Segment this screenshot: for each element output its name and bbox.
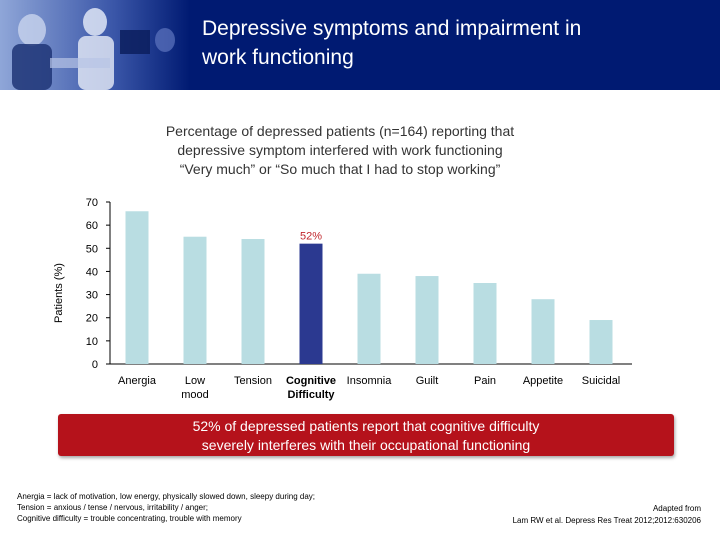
banner-line-1: 52% of depressed patients report that co…	[192, 418, 540, 434]
citation-line-2: Lam RW et al. Depress Res Treat 2012;201…	[512, 516, 701, 525]
y-tick-label: 50	[86, 243, 98, 255]
x-tick-label: Anergia	[118, 375, 157, 387]
header-banner: Depressive symptoms and impairment in wo…	[0, 0, 720, 90]
title-line-1: Depressive symptoms and impairment in	[202, 17, 582, 40]
y-tick-label: 30	[86, 290, 98, 302]
office-photo	[0, 0, 190, 90]
y-axis-title: Patients (%)	[53, 263, 65, 323]
y-tick-label: 0	[92, 359, 98, 371]
y-tick-label: 20	[86, 313, 98, 325]
subtitle-line-1: Percentage of depressed patients (n=164)…	[165, 123, 515, 139]
bar-pain	[473, 283, 497, 364]
bar-appetite	[531, 299, 555, 364]
banner-line-2: severely interferes with their occupatio…	[201, 437, 531, 453]
y-tick-label: 60	[86, 220, 98, 232]
citation: Adapted from Lam RW et al. Depress Res T…	[401, 503, 701, 527]
page-title: Depressive symptoms and impairment in wo…	[202, 14, 702, 72]
bar-suicidal	[589, 320, 613, 364]
y-tick-label: 70	[86, 197, 98, 209]
x-tick-label: Low	[185, 375, 205, 387]
y-tick-label: 40	[86, 266, 98, 278]
citation-line-1: Adapted from	[652, 504, 701, 513]
subtitle-line-3: “Very much” or “So much that I had to st…	[179, 161, 501, 177]
bar-anergia	[125, 211, 149, 364]
x-tick-label: Tension	[234, 375, 272, 387]
x-tick-label: mood	[181, 389, 209, 401]
chart-subtitle: Percentage of depressed patients (n=164)…	[100, 122, 580, 179]
x-tick-label: Cognitive	[286, 375, 336, 387]
bar-chart: 0 10 20 30 40 50 60 70 Patients (%) Anergia Low moo…	[53, 197, 632, 401]
x-tick-label: Pain	[474, 375, 496, 387]
bar-insomnia	[357, 273, 381, 364]
x-tick-label: Difficulty	[287, 389, 335, 401]
x-tick-label: Insomnia	[347, 375, 393, 387]
x-tick-label: Guilt	[416, 375, 439, 387]
footnote-line-3: Cognitive difficulty = trouble concentra…	[17, 514, 242, 523]
bar-low-mood	[183, 236, 207, 364]
y-tick-label: 10	[86, 336, 98, 348]
key-finding-banner: 52% of depressed patients report that co…	[58, 414, 674, 456]
footnote: Anergia = lack of motivation, low energy…	[17, 491, 437, 524]
bar-data-label: 52%	[300, 231, 322, 243]
bar-guilt	[415, 276, 439, 364]
title-line-2: work functioning	[202, 46, 354, 69]
footnote-line-1: Anergia = lack of motivation, low energy…	[17, 492, 316, 501]
bar-tension	[241, 239, 265, 364]
x-tick-label: Appetite	[523, 375, 563, 387]
subtitle-line-2: depressive symptom interfered with work …	[177, 142, 503, 158]
footnote-line-2: Tension = anxious / tense / nervous, irr…	[17, 503, 208, 512]
x-tick-label: Suicidal	[582, 375, 621, 387]
bar-cognitive-difficulty	[299, 243, 323, 364]
